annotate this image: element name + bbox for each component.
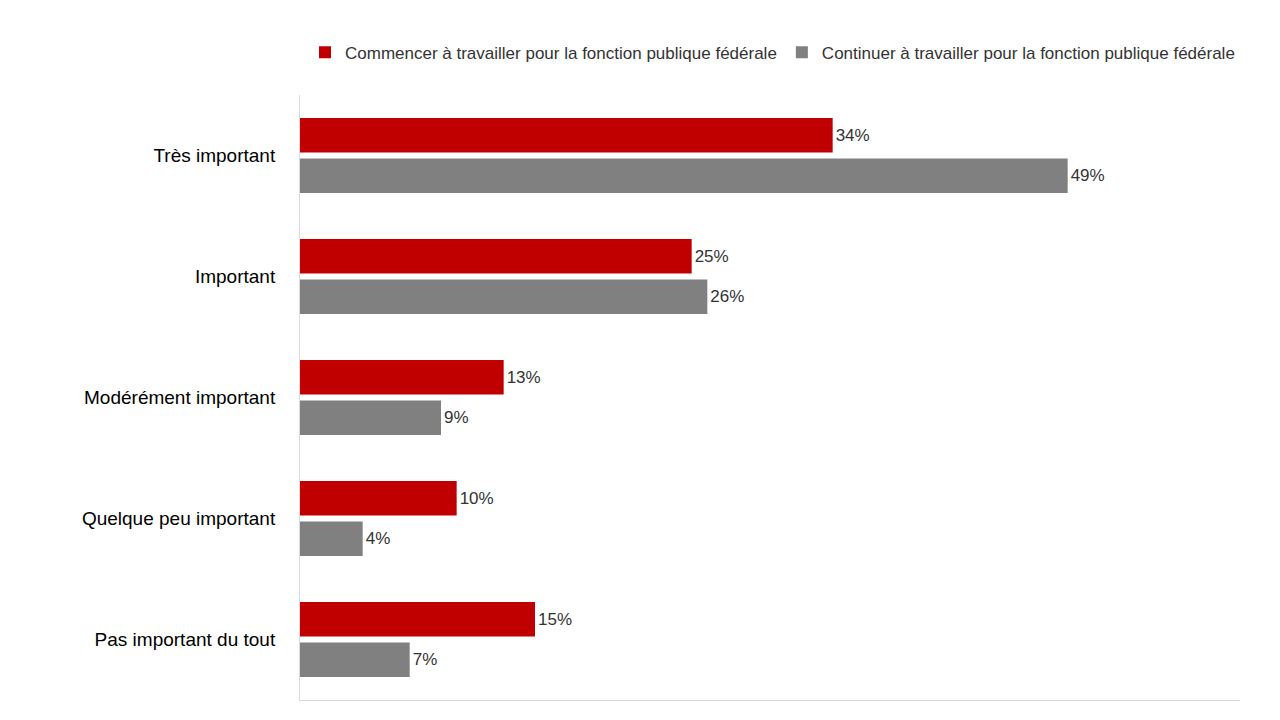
svg-text:26%: 26% xyxy=(710,287,744,306)
svg-text:Très important: Très important xyxy=(153,145,275,166)
svg-text:25%: 25% xyxy=(695,247,729,266)
svg-text:49%: 49% xyxy=(1071,166,1105,185)
svg-text:Commencer à travailler pour la: Commencer à travailler pour la fonction … xyxy=(345,44,777,63)
svg-text:10%: 10% xyxy=(460,489,494,508)
svg-text:Important: Important xyxy=(195,266,276,287)
svg-text:13%: 13% xyxy=(507,368,541,387)
svg-text:Pas important du tout: Pas important du tout xyxy=(95,629,276,650)
svg-text:Quelque peu important: Quelque peu important xyxy=(82,508,276,529)
svg-text:15%: 15% xyxy=(538,610,572,629)
svg-text:Modérément important: Modérément important xyxy=(84,387,276,408)
svg-text:4%: 4% xyxy=(366,529,391,548)
svg-text:Continuer à travailler pour la: Continuer à travailler pour la fonction … xyxy=(822,44,1235,63)
svg-text:34%: 34% xyxy=(836,126,870,145)
svg-text:7%: 7% xyxy=(413,650,438,669)
svg-text:9%: 9% xyxy=(444,408,469,427)
